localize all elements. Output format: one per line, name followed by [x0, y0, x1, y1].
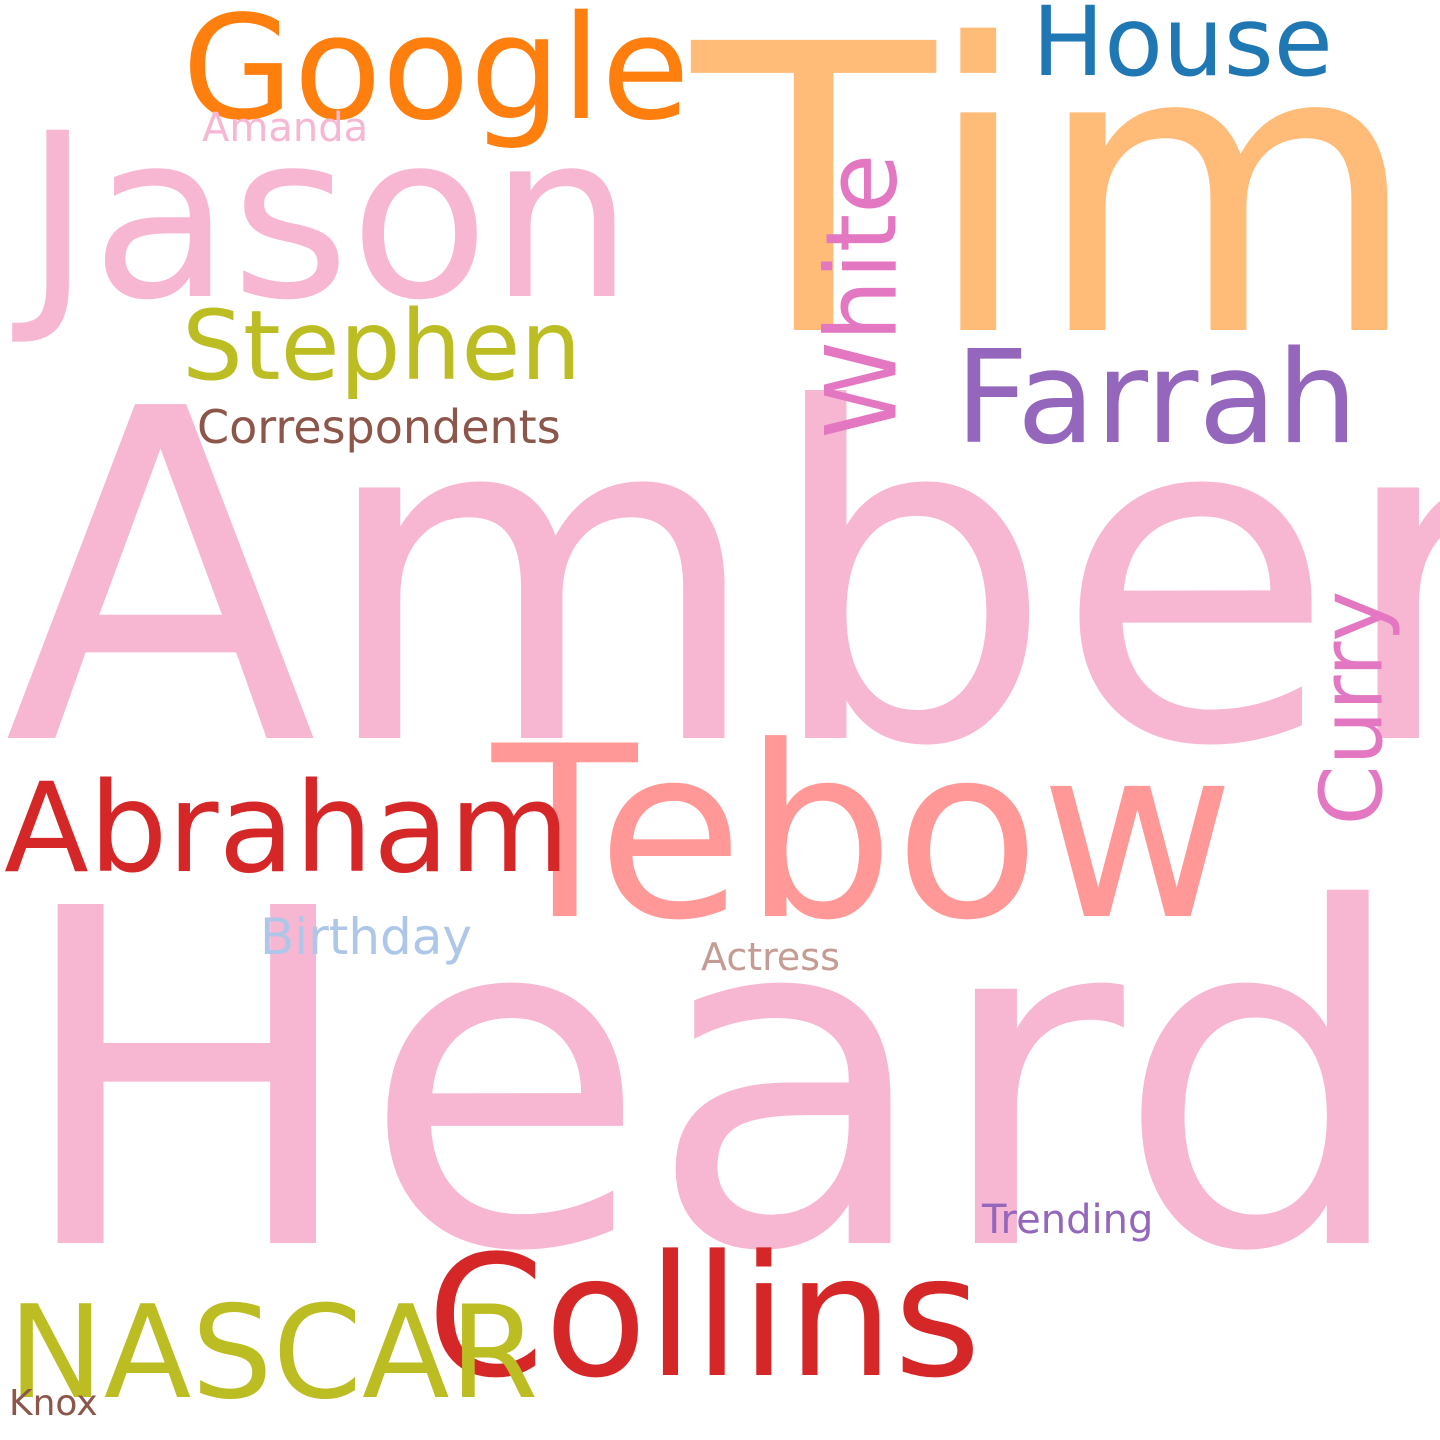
- word-tim: Tim: [692, 0, 1422, 424]
- word-house: House: [1032, 0, 1333, 98]
- word-farrah: Farrah: [955, 324, 1358, 473]
- word-tebow: Tebow: [492, 696, 1235, 973]
- word-correspondents: Correspondents: [197, 400, 561, 454]
- word-trending: Trending: [982, 1197, 1154, 1243]
- word-abraham: Abraham: [4, 757, 570, 901]
- word-collins: Collins: [427, 1219, 982, 1415]
- word-birthday: Birthday: [260, 908, 473, 966]
- word-actress: Actress: [701, 935, 840, 979]
- word-jason: Jason: [24, 84, 634, 350]
- word-google: Google: [182, 0, 690, 152]
- word-knox: Knox: [9, 1383, 98, 1424]
- word-amber: Amber: [4, 314, 1440, 847]
- word-stephen: Stephen: [182, 290, 582, 402]
- word-amanda: Amanda: [202, 105, 369, 151]
- word-white: White: [805, 153, 920, 439]
- word-nascar: NASCAR: [8, 1279, 539, 1428]
- word-heard: Heard: [12, 811, 1411, 1353]
- word-curry: Curry: [1302, 590, 1403, 826]
